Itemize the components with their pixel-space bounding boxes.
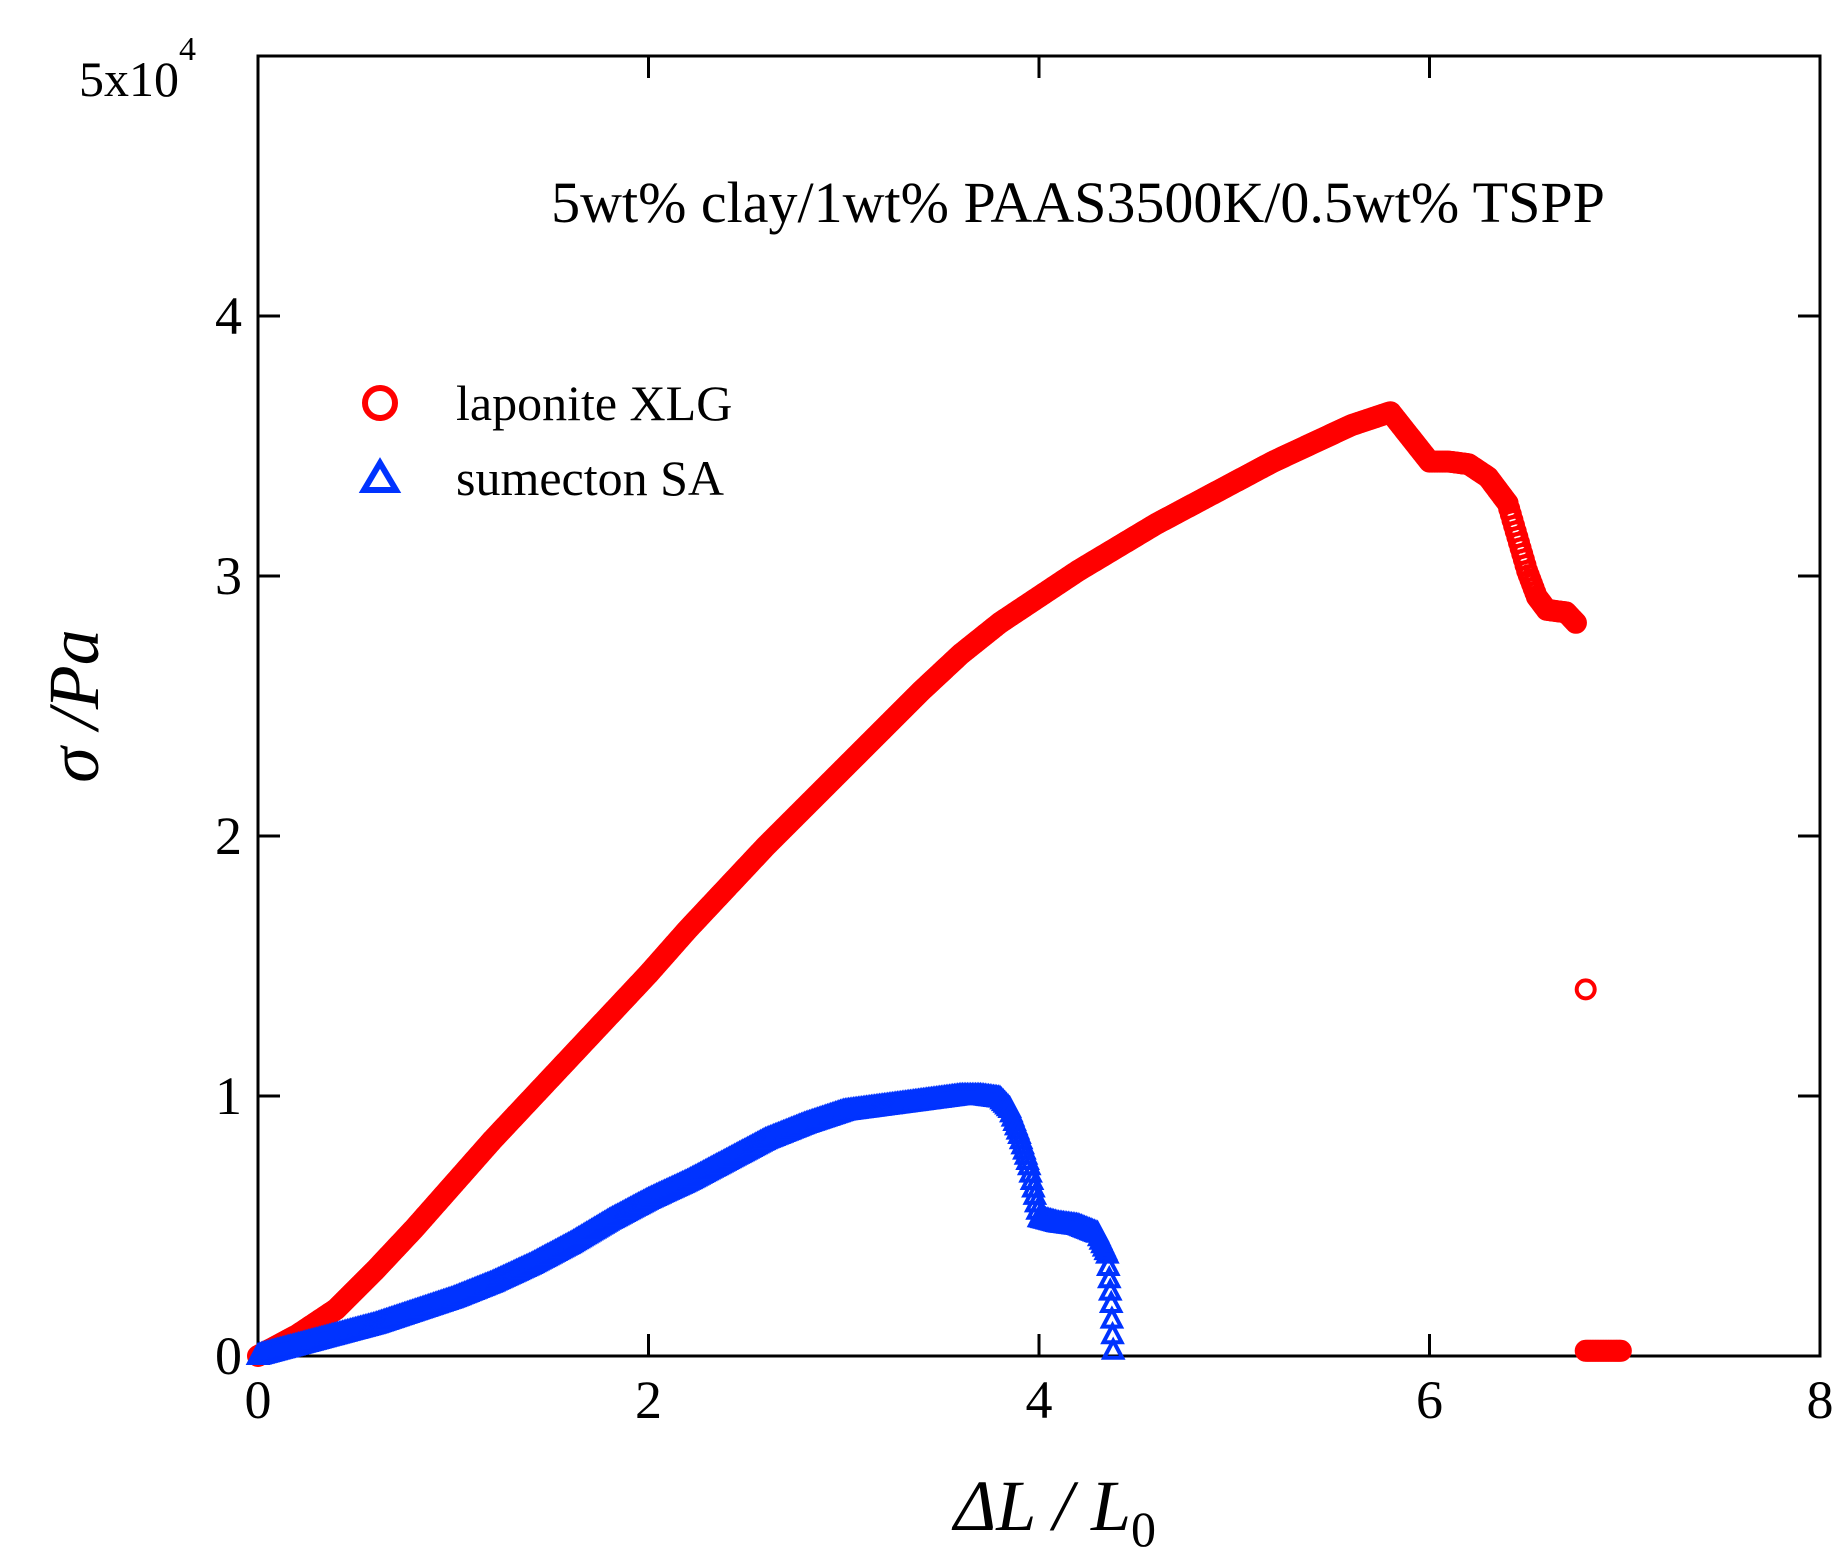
y-tick-label: 0 — [215, 1326, 242, 1386]
x-tick-label: 6 — [1416, 1370, 1443, 1430]
series-circle — [247, 401, 1632, 1367]
x-axis-label: ΔL / L0 — [951, 1466, 1156, 1557]
x-tick-label: 8 — [1807, 1370, 1834, 1430]
data-series — [245, 401, 1632, 1367]
y-scale-exponent: 4 — [179, 31, 196, 68]
y-tick-label: 3 — [215, 546, 242, 606]
y-tick-label: 1 — [215, 1066, 242, 1126]
y-tick-label: 4 — [215, 286, 242, 346]
x-tick-label: 2 — [635, 1370, 662, 1430]
x-tick-label: 0 — [245, 1370, 272, 1430]
legend-marker-sumecton — [358, 457, 402, 493]
legend-marker-laponite — [362, 385, 398, 421]
legend-label-sumecton: sumecton SA — [456, 450, 724, 506]
x-tick-label: 4 — [1026, 1370, 1053, 1430]
data-point — [1609, 1339, 1632, 1362]
y-ticks: 0 1 2 3 4 — [215, 54, 1820, 1386]
data-point — [1100, 1336, 1126, 1360]
y-axis-label: σ /Pa — [34, 629, 114, 783]
y-scale-label: 5x104 — [79, 31, 196, 107]
data-point — [1564, 611, 1587, 634]
plot-frame — [256, 54, 1822, 1358]
x-ticks: 0 2 4 6 8 — [245, 56, 1834, 1430]
legend-label-laponite: laponite XLG — [456, 375, 732, 431]
y-tick-label: 2 — [215, 806, 242, 866]
legend: laponite XLG sumecton SA — [358, 375, 732, 506]
y-scale-base: 5x10 — [79, 51, 179, 107]
x-axis-label-subscript: 0 — [1131, 1501, 1156, 1557]
chart-title: 5wt% clay/1wt% PAAS3500K/0.5wt% TSPP — [551, 170, 1605, 235]
series-triangle — [245, 1081, 1126, 1365]
data-point — [1574, 978, 1597, 1001]
x-axis-label-main: ΔL / L — [951, 1466, 1131, 1546]
